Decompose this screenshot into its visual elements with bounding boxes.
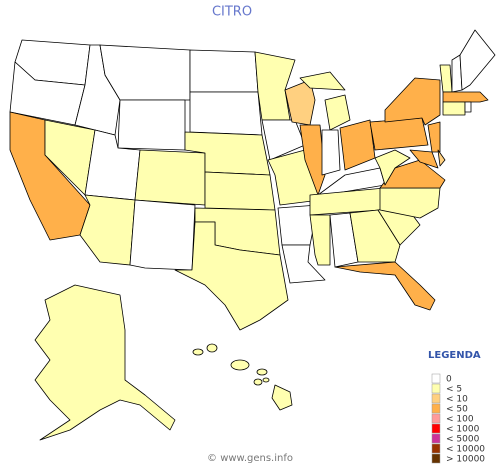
state[interactable] — [299, 71, 346, 91]
map-title: CITRO — [212, 5, 252, 20]
legend-swatch — [431, 403, 441, 414]
state[interactable] — [437, 149, 446, 167]
state[interactable] — [439, 64, 453, 93]
state[interactable] — [189, 49, 259, 93]
state[interactable] — [324, 94, 351, 131]
state[interactable] — [174, 221, 289, 331]
legend-label: < 100 — [446, 415, 474, 425]
state[interactable] — [129, 199, 196, 271]
legend-swatch — [431, 373, 441, 384]
state[interactable] — [369, 117, 429, 151]
state[interactable] — [134, 149, 206, 206]
legend-label: < 10 — [446, 395, 468, 405]
state[interactable] — [442, 91, 489, 103]
legend-label: < 50 — [446, 405, 468, 415]
legend-label: < 10000 — [446, 445, 485, 455]
state[interactable] — [464, 101, 472, 113]
legend-swatch — [431, 393, 441, 404]
state[interactable] — [459, 29, 496, 91]
legend: 0< 5< 10< 50< 100< 1000< 5000< 10000> 10… — [431, 373, 485, 465]
footer: © www.gens.info — [207, 453, 293, 464]
state[interactable] — [34, 284, 176, 441]
legend-swatch — [431, 423, 441, 434]
state[interactable] — [334, 261, 436, 311]
state[interactable] — [117, 99, 186, 151]
legend-swatch — [431, 443, 441, 454]
state[interactable] — [321, 129, 341, 176]
legend-label: < 1000 — [446, 425, 480, 435]
state[interactable] — [281, 244, 326, 284]
state[interactable] — [204, 171, 276, 211]
state[interactable] — [384, 77, 441, 126]
legend-swatch — [431, 433, 441, 444]
state[interactable] — [442, 101, 466, 116]
state[interactable] — [189, 91, 263, 136]
state[interactable] — [409, 149, 439, 169]
legend-label: 0 — [446, 375, 452, 385]
state[interactable] — [339, 119, 376, 171]
states — [9, 29, 496, 441]
legend-label: < 5000 — [446, 435, 480, 445]
state[interactable] — [192, 343, 293, 411]
legend-title: LEGENDA — [428, 350, 481, 361]
legend-label: < 5 — [446, 385, 462, 395]
state[interactable] — [374, 149, 411, 186]
legend-swatch — [431, 453, 441, 464]
legend-swatch — [431, 413, 441, 424]
state[interactable] — [299, 124, 326, 196]
state[interactable] — [427, 121, 441, 153]
state[interactable] — [309, 214, 331, 266]
legend-swatch — [431, 383, 441, 394]
state[interactable] — [349, 209, 401, 263]
legend-label: > 10000 — [446, 455, 485, 465]
